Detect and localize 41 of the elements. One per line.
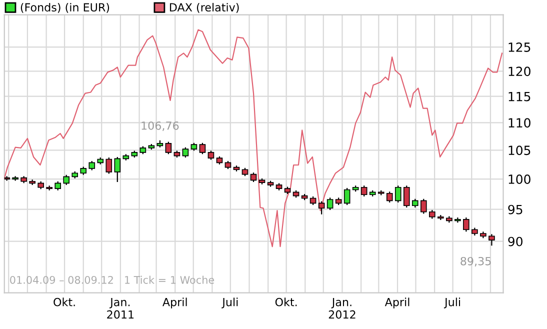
- candlestick: [394, 185, 402, 204]
- x-tick-label: Juli: [222, 298, 238, 308]
- annotation: 01.04.09 – 08.09.12 1 Tick = 1 Woche: [10, 276, 214, 284]
- candlestick: [463, 216, 470, 232]
- candlestick: [208, 150, 214, 160]
- y-tick-label: 110: [508, 118, 530, 128]
- y-tick-label: 95: [508, 204, 522, 214]
- candlestick: [326, 197, 334, 211]
- legend-label: DAX (relativ): [170, 2, 239, 13]
- x-tick-label: Jan. 2012: [328, 298, 356, 319]
- y-tick-label: 115: [508, 92, 530, 102]
- x-tick-label: Okt.: [54, 298, 75, 306]
- candlestick: [106, 156, 112, 174]
- candlestick: [488, 234, 495, 246]
- candlestick: [63, 174, 70, 186]
- candlestick: [386, 191, 393, 204]
- candlestick: [114, 156, 121, 183]
- x-tick-label: April: [384, 298, 410, 308]
- candlestick: [403, 185, 410, 208]
- candlestick: [360, 185, 368, 197]
- candlestick: [182, 146, 189, 158]
- x-tick-label: Jan. 2011: [107, 298, 134, 319]
- annotation: 89,35: [460, 256, 491, 266]
- line-series: [4, 29, 503, 248]
- legend-label: (Fonds) (in EUR): [20, 2, 110, 13]
- candlestick: [420, 198, 427, 214]
- y-tick-label: 100: [508, 174, 530, 184]
- candlestick: [199, 142, 206, 155]
- y-tick-label: 125: [508, 42, 530, 52]
- y-tick-label: 120: [508, 66, 530, 76]
- y-tick-label: 90: [508, 236, 522, 246]
- candlestick: [344, 187, 350, 206]
- y-tick-label: 105: [508, 146, 530, 156]
- candlestick: [88, 160, 96, 171]
- x-tick-label: April: [162, 298, 187, 308]
- x-tick-label: Juli: [444, 298, 460, 308]
- candlestick: [250, 172, 257, 183]
- candlestick: [318, 200, 325, 215]
- candlestick: [165, 141, 172, 155]
- annotation: 106,76: [142, 121, 179, 131]
- x-tick-label: Okt.: [275, 298, 297, 306]
